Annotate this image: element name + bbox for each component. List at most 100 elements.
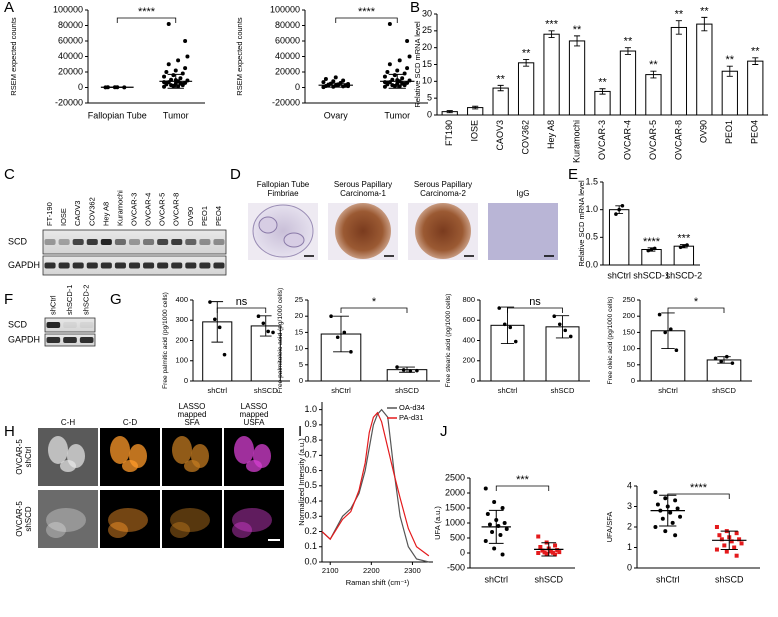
x-tick-label: FT190 — [444, 120, 454, 146]
lane-label: OVCAR-3 — [129, 193, 138, 226]
x-tick-label: Tumor — [384, 110, 410, 120]
sig-bracket — [340, 307, 408, 313]
y-tick-label: 0 — [427, 109, 432, 119]
data-point — [678, 245, 683, 250]
y-tick-label: 0.5 — [585, 232, 598, 242]
image-title: SFA — [184, 418, 200, 427]
panel-letter: G — [110, 291, 122, 308]
data-point — [217, 325, 222, 330]
data-point — [498, 533, 503, 537]
cell — [108, 522, 128, 538]
x-tick-label: 2100 — [322, 566, 339, 575]
bar — [492, 87, 509, 116]
y-tick-label: 50 — [627, 360, 635, 369]
data-line — [321, 411, 430, 557]
srs-image — [100, 490, 160, 548]
x-tick-label: 2200 — [363, 566, 380, 575]
bar — [568, 40, 586, 116]
data-point — [536, 534, 541, 539]
data-point — [502, 322, 507, 327]
data-point — [405, 39, 410, 43]
blot-band — [143, 239, 155, 245]
image-title: LASSO — [179, 402, 206, 411]
cell — [108, 508, 148, 532]
data-point — [173, 68, 178, 73]
data-point — [497, 306, 502, 310]
data-point — [553, 543, 558, 548]
data-point — [729, 539, 734, 544]
data-point — [614, 212, 618, 216]
error-bar — [675, 20, 682, 35]
cell — [170, 522, 190, 538]
x-tick-label: PEO1 — [724, 120, 734, 144]
cell — [48, 436, 68, 464]
y-tick-label: 0 — [299, 376, 303, 385]
image-title: Carcinoma-1 — [340, 189, 386, 198]
data-point — [178, 76, 183, 81]
data-point — [342, 330, 347, 335]
data-point — [653, 490, 658, 495]
cell — [46, 508, 86, 532]
data-point — [183, 39, 188, 43]
data-point — [568, 334, 573, 339]
x-tick-label: shSCD-1 — [633, 270, 670, 280]
cell — [122, 460, 138, 472]
data-point — [490, 530, 495, 534]
data-point — [538, 545, 543, 549]
blot-band — [46, 337, 61, 343]
panel-letter: F — [4, 291, 13, 308]
data-point — [504, 527, 509, 531]
data-point — [323, 76, 328, 81]
data-point — [548, 549, 553, 554]
data-point — [500, 506, 505, 510]
y-tick-label: 250 — [622, 295, 635, 304]
blot-band — [46, 322, 61, 328]
y-tick-label: 20000 — [58, 66, 83, 76]
lane-label: shSCD-1 — [65, 285, 74, 315]
tissue — [415, 203, 471, 259]
data-point — [485, 512, 490, 516]
x-tick-label: Kuramochi — [571, 120, 581, 163]
y-tick-label: 1.5 — [585, 176, 598, 186]
data-point — [732, 545, 737, 550]
data-point — [663, 330, 667, 335]
y-tick-label: 0.2 — [304, 526, 317, 536]
y-tick-label: 20 — [295, 311, 303, 320]
image-title: Carcinoma-2 — [420, 189, 466, 198]
data-point — [653, 525, 658, 529]
data-point — [620, 203, 625, 208]
row-label: OVCAR-5 — [15, 439, 24, 475]
blot-band — [157, 239, 169, 245]
y-tick-label: -20000 — [272, 97, 300, 107]
legend-label: OA-d34 — [399, 403, 425, 412]
error-bar — [624, 47, 632, 55]
data-point — [176, 58, 181, 63]
sig-label: ** — [573, 24, 582, 36]
bar — [619, 50, 637, 116]
y-tick-label: 400 — [462, 335, 475, 344]
sd-bar — [720, 530, 738, 551]
y-tick-label: 25 — [295, 295, 303, 304]
y-axis-label: RSEM expected counts — [235, 17, 244, 96]
image-title: Fimbriae — [267, 189, 299, 198]
error-bar — [573, 35, 581, 47]
sig-label: *** — [516, 474, 530, 486]
data-point — [685, 243, 689, 247]
cell — [184, 460, 200, 472]
image-title: Fallopian Tube — [257, 180, 310, 189]
y-tick-label: 0.3 — [304, 511, 317, 521]
error-bar — [446, 110, 453, 114]
y-axis-label: RSEM expected counts — [9, 17, 18, 96]
y-axis-label: UFA (a.u.) — [433, 506, 442, 540]
data-point — [171, 83, 176, 88]
row-label: GAPDH — [8, 260, 40, 270]
blot-band — [63, 337, 77, 343]
data-point — [492, 546, 497, 551]
sig-label: **** — [643, 236, 661, 248]
y-tick-label: 1500 — [445, 502, 465, 512]
data-point — [649, 247, 654, 252]
image-title: C-D — [123, 418, 137, 427]
sig-label: ** — [751, 46, 760, 58]
data-point — [256, 314, 261, 319]
y-tick-label: 500 — [450, 532, 465, 542]
